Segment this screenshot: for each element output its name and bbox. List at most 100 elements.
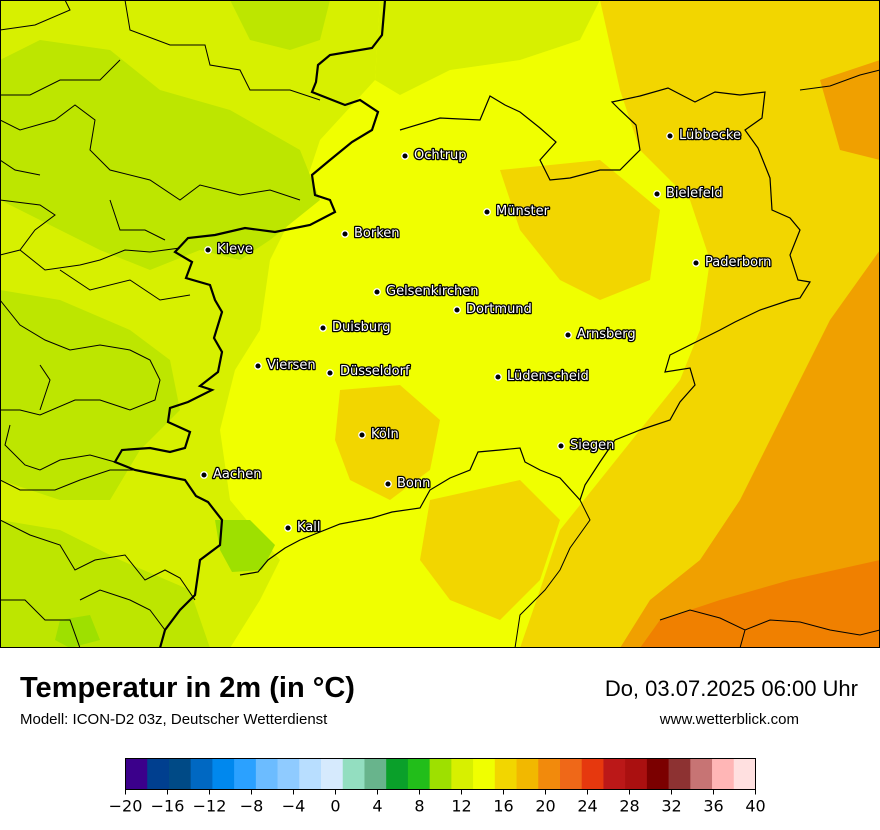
svg-text:Kleve: Kleve bbox=[217, 242, 253, 257]
legend-swatch bbox=[342, 758, 365, 790]
city-bonn: Bonn bbox=[384, 475, 432, 492]
svg-text:Borken: Borken bbox=[354, 226, 400, 241]
legend-tick-label: 40 bbox=[745, 797, 765, 816]
city-dusseldorf: Düsseldorf bbox=[326, 363, 411, 380]
legend-swatch bbox=[668, 758, 691, 790]
legend-tick-label: 20 bbox=[535, 797, 555, 816]
city-arnsberg: Arnsberg bbox=[564, 326, 637, 343]
green-patch-nw bbox=[0, 40, 320, 270]
legend-swatch bbox=[277, 758, 300, 790]
country-border bbox=[113, 0, 387, 648]
legend-swatch bbox=[190, 758, 213, 790]
legend-tick-label: 24 bbox=[577, 797, 597, 816]
svg-text:Münster: Münster bbox=[496, 204, 550, 219]
region-border-se bbox=[514, 69, 880, 648]
svg-text:Paderborn: Paderborn bbox=[705, 255, 771, 270]
legend-swatch bbox=[625, 758, 648, 790]
legend-tick-label: −8 bbox=[240, 797, 264, 816]
svg-text:Bonn: Bonn bbox=[397, 476, 430, 491]
legend-swatch bbox=[125, 758, 148, 790]
city-bielefeld: Bielefeld bbox=[653, 185, 724, 202]
city-dortmund: Dortmund bbox=[453, 301, 533, 318]
city-markers: Lübbecke Ochtrup Bielefeld Münster Borke… bbox=[200, 127, 773, 536]
legend-swatch bbox=[690, 758, 713, 790]
legend-tick-label: −12 bbox=[193, 797, 227, 816]
city-aachen: Aachen bbox=[200, 466, 263, 483]
green-patch-west-2 bbox=[55, 615, 100, 648]
green-patch-south bbox=[215, 520, 275, 572]
legend-tick-label: −4 bbox=[282, 797, 306, 816]
legend-swatch bbox=[255, 758, 278, 790]
city-koln: Köln bbox=[358, 426, 400, 443]
color-legend: −20 −16 −12 −8 −4 0 4 8 12 16 20 24 28 32 36 40 bbox=[109, 758, 766, 816]
legend-swatch bbox=[581, 758, 604, 790]
legend-tick-label: 8 bbox=[414, 797, 424, 816]
legend-swatch bbox=[559, 758, 583, 790]
svg-text:Arnsberg: Arnsberg bbox=[577, 327, 636, 342]
city-borken: Borken bbox=[341, 225, 401, 242]
legend-swatch bbox=[516, 758, 539, 790]
city-siegen: Siegen bbox=[557, 437, 616, 454]
legend-ticks: −20 −16 −12 −8 −4 0 4 8 12 16 20 24 28 32 36 40 bbox=[109, 789, 766, 816]
legend-swatch bbox=[494, 758, 517, 790]
legend-tick-label: 32 bbox=[661, 797, 681, 816]
svg-text:Lüdenscheid: Lüdenscheid bbox=[507, 369, 589, 384]
legend-swatch bbox=[407, 758, 431, 790]
legend-swatch bbox=[646, 758, 670, 790]
warm-region-south bbox=[420, 480, 560, 620]
warm-region-cologne bbox=[335, 385, 440, 500]
legend-tick-label: −16 bbox=[151, 797, 185, 816]
city-lubbecke: Lübbecke bbox=[666, 127, 742, 144]
svg-text:Lübbecke: Lübbecke bbox=[679, 128, 741, 143]
state-border-nrw bbox=[239, 87, 811, 576]
city-munster: Münster bbox=[483, 203, 551, 220]
city-gelsenkirchen: Gelsenkirchen bbox=[373, 283, 480, 300]
svg-text:Gelsenkirchen: Gelsenkirchen bbox=[386, 284, 479, 299]
svg-text:Viersen: Viersen bbox=[267, 358, 316, 373]
green-patch-w bbox=[0, 290, 180, 500]
map-title: Temperatur in 2m (in °C) bbox=[20, 672, 355, 704]
svg-text:Aachen: Aachen bbox=[213, 467, 261, 482]
legend-swatch bbox=[212, 758, 235, 790]
city-ochtrup: Ochtrup bbox=[401, 147, 468, 164]
legend-tick-label: 16 bbox=[493, 797, 513, 816]
legend-swatch bbox=[234, 758, 257, 790]
svg-text:Düsseldorf: Düsseldorf bbox=[340, 364, 410, 379]
city-duisburg: Duisburg bbox=[319, 319, 392, 336]
legend-swatch bbox=[451, 758, 474, 790]
website-url: www.wetterblick.com bbox=[659, 711, 799, 728]
legend-tick-label: −20 bbox=[109, 797, 143, 816]
city-kleve: Kleve bbox=[204, 241, 254, 258]
svg-text:Kall: Kall bbox=[297, 520, 321, 535]
forecast-datetime: Do, 03.07.2025 06:00 Uhr bbox=[604, 676, 858, 701]
legend-swatch bbox=[321, 758, 344, 790]
legend-tick-label: 12 bbox=[451, 797, 471, 816]
legend-swatch bbox=[147, 758, 170, 790]
legend-tick-label: 28 bbox=[619, 797, 639, 816]
legend-swatch bbox=[538, 758, 561, 790]
orange-region-ne bbox=[820, 60, 880, 160]
regional-borders bbox=[0, 0, 321, 648]
legend-tick-label: 0 bbox=[330, 797, 340, 816]
legend-swatch bbox=[364, 758, 387, 790]
dark-orange-region-se bbox=[640, 560, 880, 648]
legend-swatch bbox=[429, 758, 452, 790]
legend-tick-label: 36 bbox=[703, 797, 723, 816]
cool-region-north bbox=[375, 0, 600, 95]
map-subtitle: Modell: ICON-D2 03z, Deutscher Wetterdie… bbox=[20, 711, 328, 728]
svg-text:Ochtrup: Ochtrup bbox=[414, 148, 467, 163]
city-paderborn: Paderborn bbox=[692, 254, 773, 271]
orange-region-se bbox=[620, 250, 880, 648]
legend-swatches bbox=[125, 758, 756, 790]
svg-text:Bielefeld: Bielefeld bbox=[666, 186, 723, 201]
legend-swatch bbox=[733, 758, 756, 790]
legend-swatch bbox=[386, 758, 409, 790]
svg-text:Köln: Köln bbox=[371, 427, 399, 442]
green-patch-north bbox=[230, 0, 330, 50]
legend-swatch bbox=[603, 758, 626, 790]
city-kall: Kall bbox=[284, 519, 322, 536]
legend-tick-label: 4 bbox=[372, 797, 382, 816]
legend-swatch bbox=[473, 758, 496, 790]
city-viersen: Viersen bbox=[254, 357, 317, 374]
legend-swatch bbox=[168, 758, 192, 790]
